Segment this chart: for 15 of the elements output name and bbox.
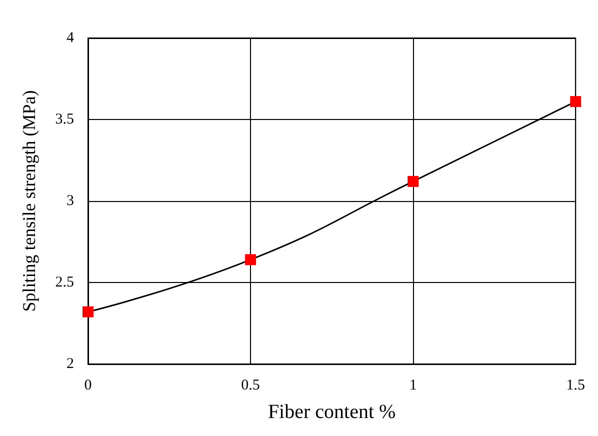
x-tick-label: 1.5 [566,378,585,394]
y-axis-title: Spliting tensile strength (MPa) [19,90,39,312]
x-tick-label: 0 [84,378,92,394]
y-tick-label: 2.5 [55,274,74,290]
y-tick-label: 3.5 [55,112,74,128]
point [82,306,94,318]
point [570,96,582,108]
x-tick-label: 1 [409,378,417,394]
x-tick-label: 0.5 [241,378,260,394]
point [408,176,419,187]
y-tick-label: 3 [66,193,74,209]
y-tick-label: 2 [66,356,74,372]
y-tick-label: 4 [66,30,74,46]
x-axis-title: Fiber content % [268,401,396,423]
point [245,254,256,266]
